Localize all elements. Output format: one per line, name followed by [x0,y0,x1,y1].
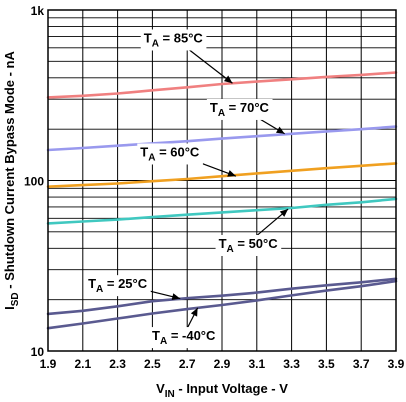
y-tick-label: 10 [31,345,45,359]
y-tick-label: 100 [24,175,44,189]
tick-labels: 1.9 2.1 2.3 2.5 2.7 2.9 3.1 3.3 3.5 3.7 3.9 10 100 1k [24,4,405,371]
series-line-60C [46,162,398,188]
x-tick-label: 3.7 [353,357,370,371]
annotation-label-bg [206,98,273,120]
annotation-arrowhead [171,293,181,301]
series-layer [46,71,398,330]
y-axis-label: ISD - Shutdown Current Bypass Mode - nA [2,51,21,310]
x-tick-label: 3.3 [283,357,300,371]
y-tick-label: 1k [31,4,45,18]
annotation-label: TA = 60°C [140,144,200,163]
x-tick-label: 1.9 [40,357,57,371]
annotation-arrowhead [227,170,236,177]
grid [47,9,397,351]
annotation-label-bg [149,327,220,349]
annotation-arrowhead [279,209,289,217]
x-axis-label: VIN - Input Voltage - V [156,381,288,400]
series-line-50C [46,197,398,225]
x-tick-label: 3.1 [248,357,265,371]
annotation-label-bg [137,143,203,165]
plot-frame [47,9,397,352]
annotation-label-bg [85,275,151,297]
annotation-label: TA = 50°C [219,236,279,255]
annotation-label-bg [215,234,282,256]
annotation-label: TA = 25°C [88,276,148,295]
annotation-50C: TA = 50°C [215,208,289,256]
annotation-85C: TA = 85°C [140,29,233,84]
annotation--40C: TA = -40°C [149,307,220,349]
x-tick-label: 3.5 [318,357,335,371]
annotation-arrowhead [190,307,198,317]
annotation-25C: TA = 25°C [85,275,181,301]
x-tick-label: 2.7 [179,357,196,371]
annotation-arrowhead [223,75,233,84]
x-tick-label: 3.9 [388,357,405,371]
annotation-layer: TA = 85°C TA = 70°C TA = 60°C TA = 50°C TA =… [85,29,289,349]
annotation-label: TA = -40°C [152,328,216,347]
x-tick-label: 2.9 [214,357,231,371]
x-tick-label: 2.5 [144,357,161,371]
annotation-label: TA = 70°C [210,100,270,119]
x-tick-label: 2.1 [74,357,91,371]
series-line-85C [46,71,398,99]
series-line-25C [46,277,398,316]
annotation-arrowhead [275,126,285,134]
annotation-70C: TA = 70°C [206,98,285,135]
x-tick-label: 2.3 [109,357,126,371]
series-line--40C [46,279,398,330]
annotation-label-bg [140,29,207,51]
annotation-label: TA = 85°C [144,30,204,49]
annotation-60C: TA = 60°C [137,143,237,177]
series-line-70C [46,125,398,152]
